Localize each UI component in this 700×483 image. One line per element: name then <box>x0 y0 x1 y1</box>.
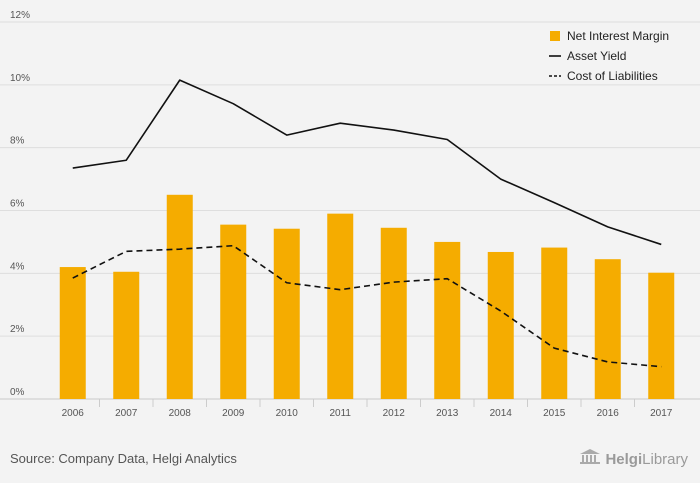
legend-label: Cost of Liabilities <box>567 69 658 83</box>
y-tick-label: 6% <box>10 199 25 210</box>
x-tick-label: 2008 <box>169 408 192 419</box>
line-series <box>72 79 662 368</box>
legend-swatch <box>550 31 560 41</box>
y-tick-label: 12% <box>10 10 30 21</box>
bar <box>220 224 247 399</box>
building-icon <box>579 449 601 469</box>
bar <box>648 272 675 399</box>
x-tick-label: 2009 <box>222 408 245 419</box>
y-tick-label: 10% <box>10 73 30 84</box>
logo-text-helgi: Helgi <box>605 450 643 468</box>
x-tick-label: 2015 <box>543 408 566 419</box>
y-tick-label: 2% <box>10 324 25 335</box>
x-tick-label: 2010 <box>276 408 299 419</box>
x-tick-label: 2007 <box>115 408 138 419</box>
y-tick-label: 0% <box>10 387 25 398</box>
y-tick-label: 4% <box>10 261 25 272</box>
legend-label: Asset Yield <box>567 49 626 63</box>
x-tick-label: 2011 <box>329 408 351 419</box>
x-tick-label: 2014 <box>490 408 513 419</box>
bar <box>273 228 300 399</box>
legend-label: Net Interest Margin <box>567 29 669 43</box>
bar-series <box>59 194 675 399</box>
bar <box>327 213 354 399</box>
bar <box>594 259 621 399</box>
x-tick-label: 2006 <box>62 408 85 419</box>
helgi-library-logo: HelgiLibrary <box>579 449 688 469</box>
x-tick-label: 2012 <box>383 408 406 419</box>
x-axis: 2006 2007 2008 2009 2010 2011 2012 2013 2014 2015… <box>62 399 673 419</box>
x-tick-label: 2013 <box>436 408 459 419</box>
bar <box>434 241 461 399</box>
y-tick-label: 8% <box>10 136 25 147</box>
bar <box>487 251 514 399</box>
x-tick-label: 2017 <box>650 408 673 419</box>
bar <box>113 271 140 399</box>
bar <box>541 247 568 399</box>
y-axis: 0% 2% 4% 6% 8% 10% 12% <box>10 10 30 398</box>
series-line <box>72 79 662 246</box>
source-note: Source: Company Data, Helgi Analytics <box>10 451 237 466</box>
bar <box>59 267 86 399</box>
series-line <box>72 244 662 368</box>
bar <box>380 227 407 399</box>
x-tick-label: 2016 <box>597 408 620 419</box>
logo-text-library: Library <box>642 450 688 468</box>
legend: Net Interest Margin Asset Yield Cost of Li… <box>549 29 669 83</box>
bar <box>166 194 193 399</box>
